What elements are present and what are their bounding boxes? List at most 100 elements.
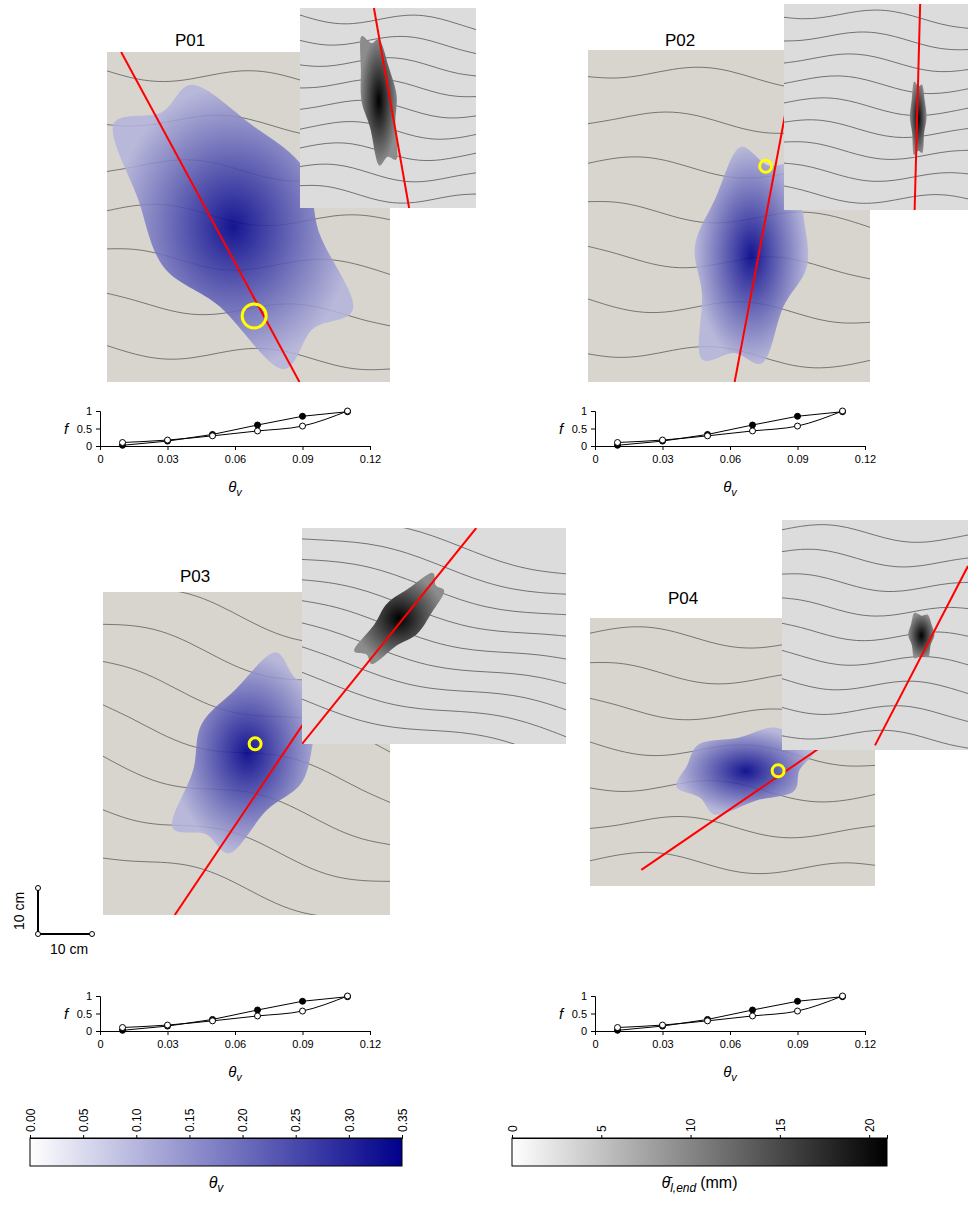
- x-tick: 0.09: [292, 1031, 313, 1050]
- y-tick: 1: [581, 405, 595, 417]
- y-tick-label: 1: [581, 990, 587, 1002]
- data-point: [120, 1025, 126, 1031]
- data-point: [345, 408, 351, 414]
- scale-bar-end: [36, 886, 41, 891]
- x-axis-title: θv: [723, 478, 738, 498]
- inset-contour: [784, 10, 968, 28]
- x-tick: 0.09: [292, 446, 313, 465]
- y-tick-label: 0: [86, 1025, 92, 1037]
- y-tick: 0.5: [77, 1008, 100, 1020]
- y-axis: 00.51: [77, 990, 101, 1037]
- panel-title: P04: [668, 589, 698, 608]
- x-tick-label: 0.06: [225, 453, 246, 465]
- inset-contour: [784, 186, 968, 203]
- colorbar-tick-label: 0.35: [396, 1108, 410, 1132]
- data-point: [705, 1018, 711, 1024]
- y-tick-mark: [591, 411, 595, 412]
- inset-contour: [300, 36, 476, 53]
- x-tick-mark: [168, 446, 169, 450]
- x-tick: 0.03: [652, 446, 673, 465]
- x-tick-mark: [663, 1031, 664, 1035]
- colorbar-tick-label: 0.25: [289, 1108, 303, 1132]
- infiltration-point: [242, 304, 266, 328]
- x-tick-mark: [168, 1031, 169, 1035]
- colorbar: 0.000.050.100.150.200.250.300.35θv: [24, 1108, 410, 1195]
- data-point: [750, 422, 756, 428]
- data-point: [750, 428, 756, 434]
- x-axis: 00.030.060.090.12: [97, 446, 381, 465]
- y-axis-line: [591, 412, 596, 447]
- x-tick: 0.12: [360, 446, 381, 465]
- infiltration-point: [249, 738, 261, 750]
- y-tick-mark: [96, 446, 100, 447]
- colorbar-tick-mark: [136, 1135, 137, 1138]
- x-tick: 0.09: [787, 446, 808, 465]
- y-tick: 1: [581, 990, 595, 1002]
- inset-contour: [782, 706, 968, 722]
- y-tick-label: 1: [86, 990, 92, 1002]
- colorbar-tick: 5: [595, 1125, 609, 1138]
- colorbar-tick-mark: [691, 1135, 692, 1138]
- flow-line: [121, 52, 299, 382]
- line-chart: 00.030.060.090.1200.51θvf: [559, 990, 876, 1083]
- inset-flow-line: [374, 8, 409, 208]
- x-tick-mark: [798, 446, 799, 450]
- y-tick: 0: [86, 440, 100, 452]
- y-tick-mark: [96, 996, 100, 997]
- x-axis-title: θv: [228, 1063, 243, 1083]
- colorbar-axis: 0.000.050.100.150.200.250.300.35: [24, 1108, 410, 1138]
- data-point: [840, 994, 846, 1000]
- x-tick-label: 0: [592, 453, 598, 465]
- map-panel: [590, 520, 968, 886]
- inset-flow-line: [302, 528, 476, 744]
- x-tick: 0.03: [157, 1031, 178, 1050]
- x-tick-mark: [730, 1031, 731, 1035]
- x-tick-label: 0: [97, 453, 103, 465]
- colorbar-tick-mark: [349, 1135, 350, 1138]
- series-line: [123, 996, 348, 1028]
- contour-line: [103, 858, 390, 915]
- colorbar-tick-label: 15: [774, 1118, 788, 1132]
- figure: P0100.030.060.090.1200.51θvfP0200.030.06…: [0, 0, 976, 1216]
- data-point: [795, 413, 801, 419]
- colorbar-tick-label: 0.05: [77, 1108, 91, 1132]
- inset-contour: [782, 650, 968, 665]
- inset-contour: [302, 601, 566, 659]
- y-tick-label: 0: [581, 1025, 587, 1037]
- colorbar-tick-label: 0.00: [24, 1108, 38, 1132]
- x-axis: 00.030.060.090.12: [592, 446, 876, 465]
- plot-area: [120, 993, 351, 1033]
- inset-contour: [784, 98, 968, 116]
- x-axis: 00.030.060.090.12: [592, 1031, 876, 1050]
- line-chart: 00.030.060.090.1200.51θvf: [64, 990, 381, 1083]
- data-point: [255, 422, 261, 428]
- x-tick: 0: [97, 446, 103, 465]
- colorbar-tick-mark: [512, 1135, 513, 1138]
- simulated-moisture: [360, 36, 397, 166]
- data-point: [300, 1008, 306, 1014]
- plot-area: [120, 408, 351, 448]
- inset-contour: [300, 15, 476, 30]
- data-point: [660, 1022, 666, 1028]
- scale-bar-horizontal: [38, 933, 92, 935]
- colorbar-tick-mark: [83, 1135, 84, 1138]
- x-tick: 0.03: [652, 1031, 673, 1050]
- y-tick: 1: [86, 990, 100, 1002]
- colorbar-tick: 0.35: [396, 1108, 410, 1138]
- colorbar-tick-label: 20: [863, 1118, 877, 1132]
- x-tick-mark: [798, 1031, 799, 1035]
- colorbar-tick: 0.15: [183, 1108, 197, 1138]
- y-tick-mark: [96, 429, 100, 430]
- data-point: [750, 1007, 756, 1013]
- y-tick: 0.5: [572, 423, 595, 435]
- inset-contour: [784, 120, 968, 138]
- x-tick-mark: [730, 446, 731, 450]
- y-tick-mark: [96, 411, 100, 412]
- y-tick-label: 0.5: [77, 423, 92, 435]
- x-tick-mark: [370, 446, 371, 450]
- scale-bar: 10 cm10 cm: [11, 886, 95, 958]
- inset-contour: [300, 164, 476, 182]
- x-axis-line: [101, 447, 371, 451]
- colorbar-tick-mark: [189, 1135, 190, 1138]
- x-tick-label: 0.06: [225, 1038, 246, 1050]
